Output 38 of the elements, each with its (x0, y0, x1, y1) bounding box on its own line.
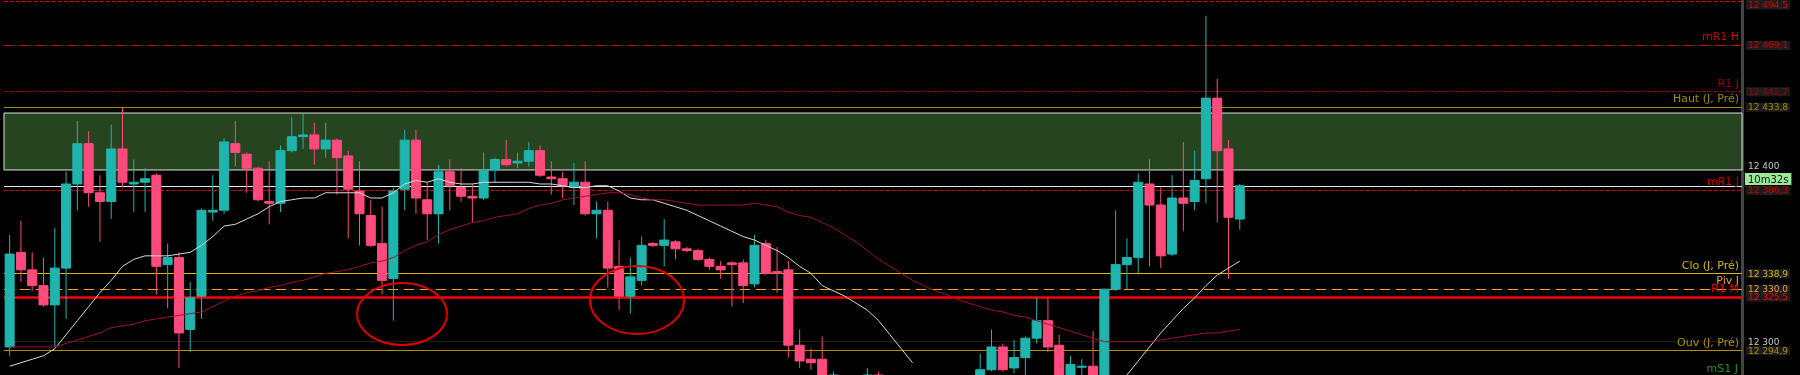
candlestick (185, 281, 196, 353)
y-tick-label: 12 442,7 (1748, 86, 1789, 97)
y-tick-label: 12 386,3 (1748, 185, 1789, 196)
line-series (9, 192, 1241, 348)
candlestick (1200, 15, 1211, 204)
candlestick (106, 123, 117, 220)
candlestick (354, 160, 365, 246)
ref-line-label: mR1 H (1701, 30, 1739, 44)
candlestick (659, 218, 670, 267)
ref-line-label: Haut (J, Pré) (1672, 92, 1739, 106)
candlestick (309, 122, 320, 166)
ref-line-label: R1 J (1717, 76, 1739, 90)
candlestick (264, 160, 275, 225)
annotation: mS1 J (1706, 362, 1738, 375)
candlestick (1167, 174, 1178, 257)
y-tick-label: 12 494,5 (1748, 0, 1789, 10)
y-tick-label: 12 433,8 (1748, 102, 1789, 113)
candlestick (580, 160, 591, 217)
y-tick-label: 12 294,9 (1748, 345, 1789, 356)
y-tick-label: 12 338,9 (1748, 268, 1789, 279)
candlestick (410, 129, 421, 215)
text: 10m32s (1748, 173, 1789, 185)
candlestick (535, 144, 546, 178)
candlestick (117, 106, 128, 188)
ref-line-label: Clo (J, Pré) (1681, 258, 1739, 272)
ref-line-label: mR1 J (1706, 175, 1739, 189)
y-tick-label: 12 325,5 (1748, 292, 1789, 303)
candlestick (399, 129, 410, 211)
candlestick (173, 251, 184, 369)
candlestick (647, 241, 658, 248)
candlestick (230, 120, 241, 167)
candlestick (1178, 141, 1189, 232)
y-tick-label: 12 469,1 (1748, 40, 1789, 51)
y-tick-label: 12 300 (1748, 336, 1780, 347)
y-tick-label: 12 400 (1748, 161, 1780, 172)
candlestick (444, 158, 455, 211)
ref-line-label: Ouv (J, Pré) (1677, 335, 1739, 349)
candlestick (151, 172, 162, 295)
